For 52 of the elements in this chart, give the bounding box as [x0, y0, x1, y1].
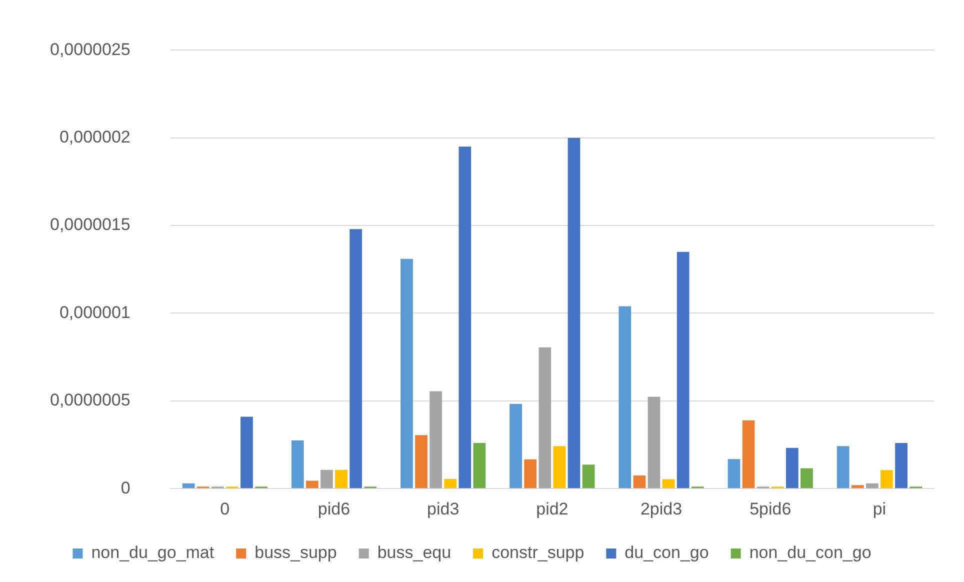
bar	[415, 435, 428, 488]
bar	[895, 443, 908, 488]
legend-label: du_con_go	[624, 543, 709, 562]
bar	[306, 480, 318, 488]
bar	[836, 446, 850, 488]
bar	[400, 258, 413, 488]
x-tick-label: 5pid6	[750, 499, 792, 518]
bar	[582, 464, 595, 488]
bar	[568, 138, 580, 488]
bar	[633, 475, 646, 488]
legend-label: constr_supp	[492, 543, 584, 562]
bar	[240, 416, 253, 488]
legend-label: buss_equ	[377, 543, 452, 562]
bar	[524, 459, 537, 488]
bar	[800, 468, 813, 488]
bar	[430, 391, 442, 488]
bar	[538, 347, 552, 488]
bar	[742, 420, 755, 488]
bar	[851, 485, 864, 488]
bar	[444, 478, 457, 488]
bar	[866, 483, 878, 488]
bar	[473, 443, 486, 488]
bar	[182, 483, 195, 488]
legend-label: non_du_go_mat	[91, 543, 214, 562]
legend-label: buss_supp	[254, 543, 337, 562]
bar	[335, 470, 348, 488]
bar	[618, 306, 632, 488]
bar	[510, 404, 522, 488]
y-tick-label: 0,0000025	[50, 40, 130, 59]
y-tick-label: 0,000002	[59, 128, 130, 147]
bar	[458, 146, 472, 488]
bar	[728, 459, 740, 488]
bar	[320, 470, 333, 488]
y-tick-label: 0,000001	[59, 302, 130, 322]
bar	[291, 440, 304, 488]
bar	[553, 446, 566, 488]
legend-label: non_du_con_go	[749, 543, 872, 562]
bar	[350, 229, 362, 488]
y-tick-label: 0,0000015	[50, 215, 130, 234]
bar	[786, 448, 798, 488]
x-tick-label: pi	[872, 499, 886, 518]
x-tick-label: 0	[220, 499, 230, 518]
bar	[648, 396, 660, 488]
bar	[676, 252, 690, 488]
y-tick-label: 0,0000005	[50, 390, 130, 410]
bar	[880, 470, 893, 488]
x-tick-label: pid6	[318, 499, 350, 518]
x-tick-label: 2pid3	[640, 499, 682, 518]
bar	[662, 479, 675, 488]
x-tick-label: pid3	[427, 499, 460, 518]
x-tick-label: pid2	[536, 499, 568, 518]
y-tick-label: 0	[120, 478, 130, 498]
